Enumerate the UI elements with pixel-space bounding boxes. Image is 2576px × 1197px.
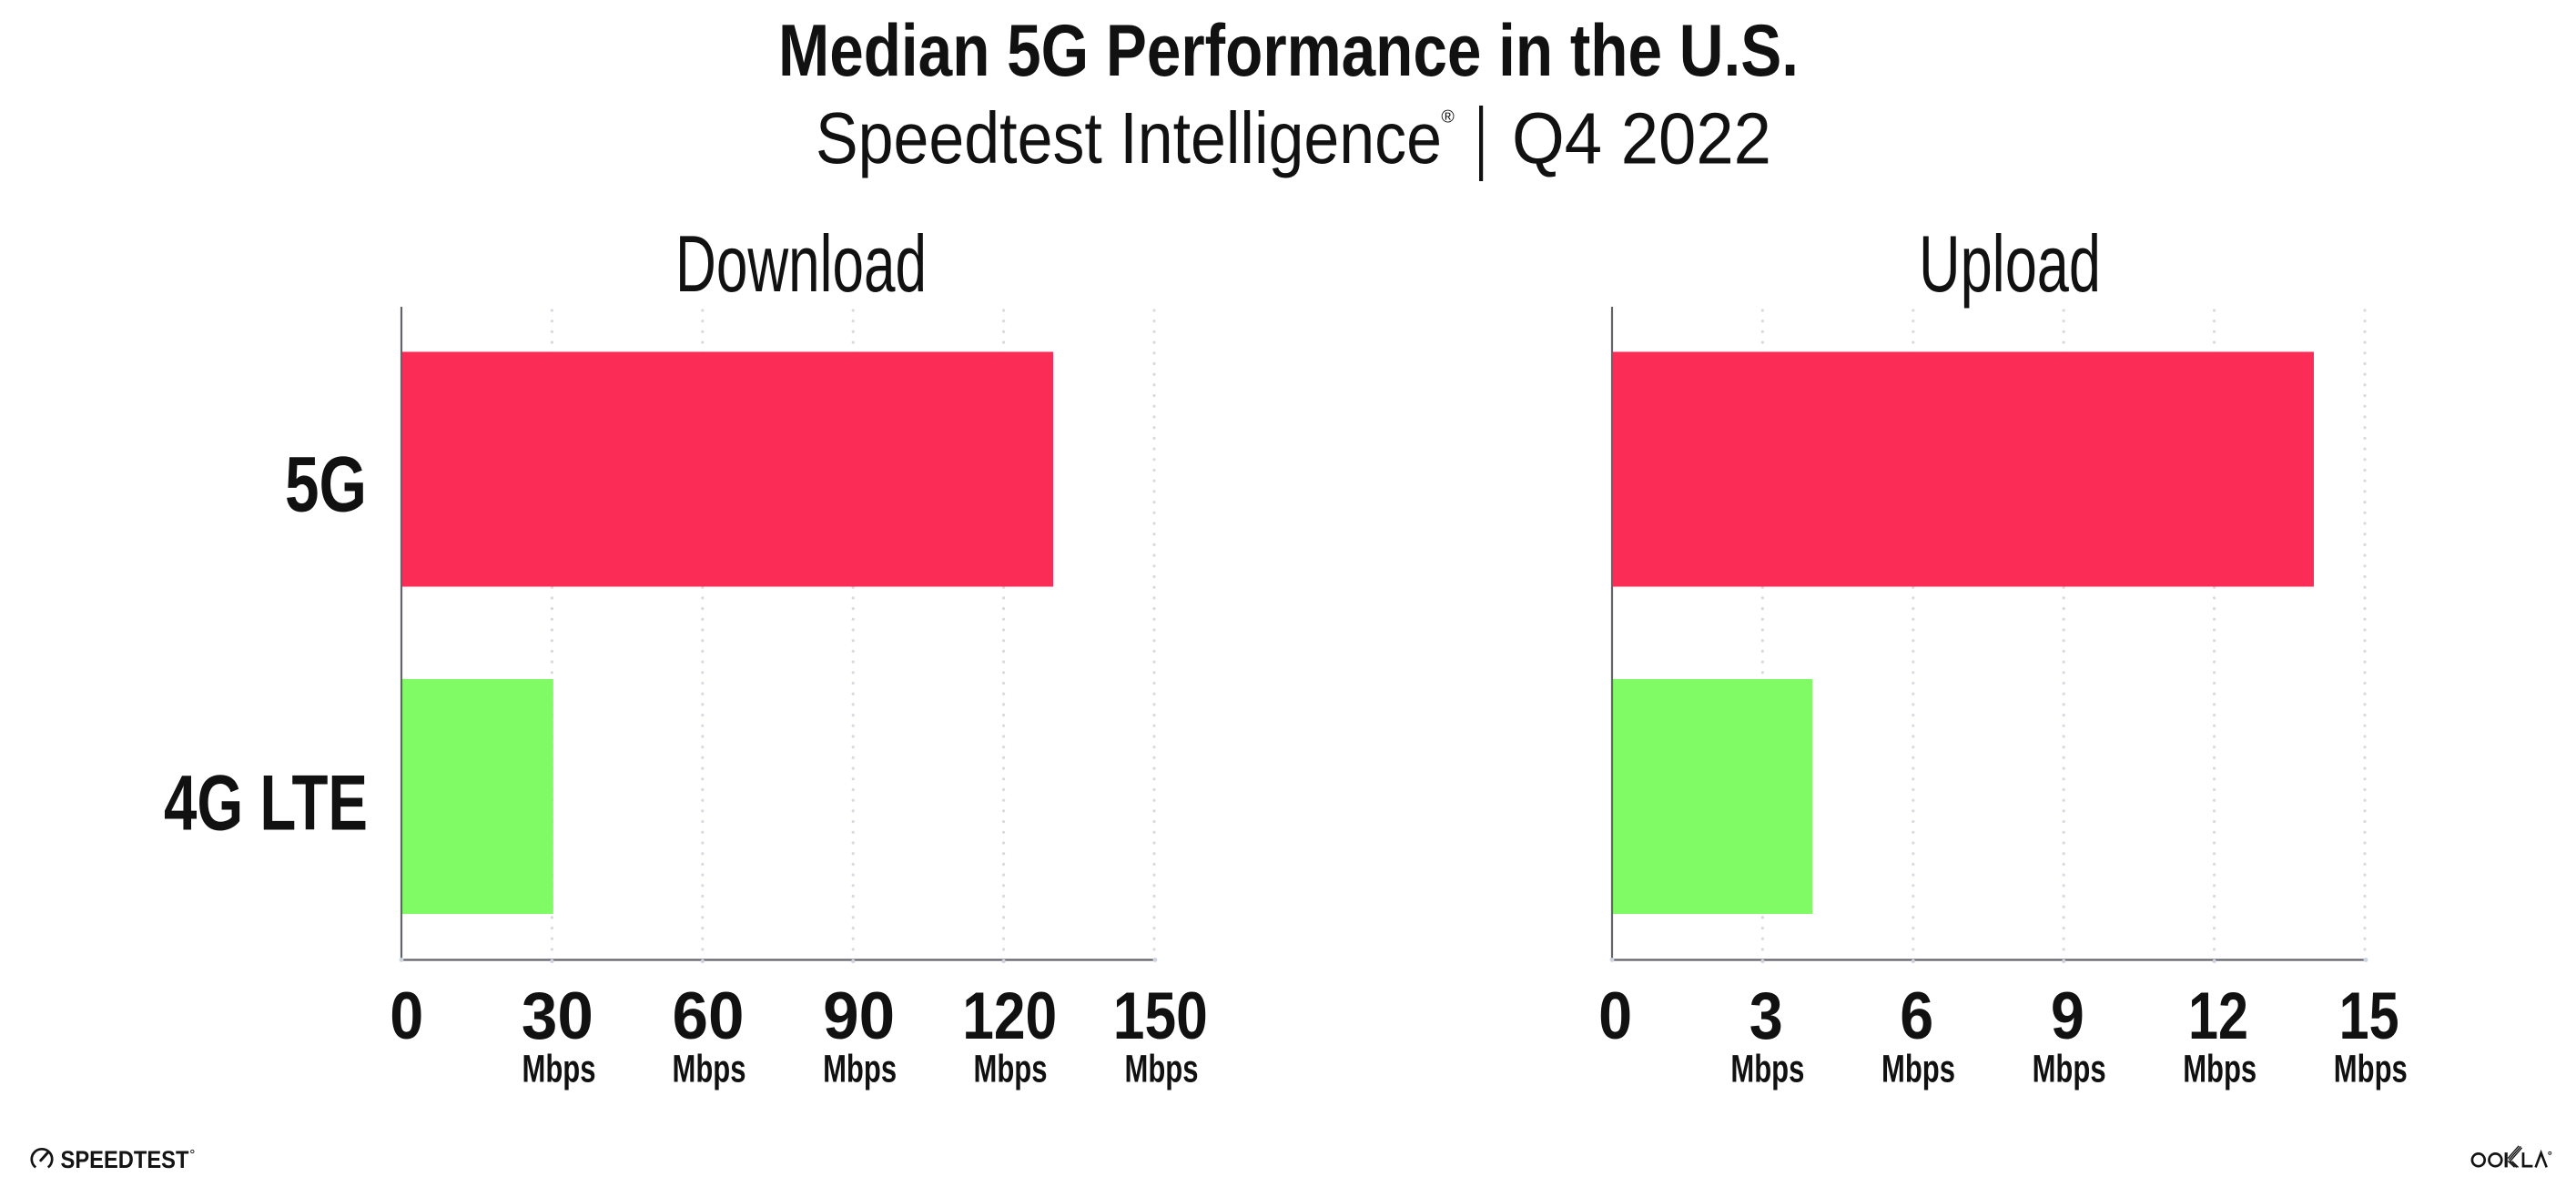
svg-text:Mbps: Mbps bbox=[823, 1048, 897, 1091]
svg-text:Mbps: Mbps bbox=[2334, 1048, 2408, 1091]
svg-text:SPEEDTEST: SPEEDTEST bbox=[61, 1146, 189, 1173]
svg-text:Speedtest Intelligence: Speedtest Intelligence bbox=[816, 97, 1442, 178]
svg-text:12: 12 bbox=[2188, 978, 2248, 1053]
svg-text:Download: Download bbox=[675, 218, 927, 309]
svg-text:15: 15 bbox=[2339, 978, 2399, 1053]
svg-text:0: 0 bbox=[1598, 978, 1632, 1053]
svg-text:30: 30 bbox=[522, 978, 593, 1053]
svg-text:90: 90 bbox=[823, 978, 895, 1053]
svg-text:Upload: Upload bbox=[1919, 218, 2101, 309]
svg-text:Mbps: Mbps bbox=[974, 1048, 1048, 1091]
svg-text:150: 150 bbox=[1113, 978, 1208, 1053]
svg-text:0: 0 bbox=[390, 978, 423, 1053]
svg-text:4G LTE: 4G LTE bbox=[164, 760, 368, 847]
svg-text:120: 120 bbox=[962, 978, 1057, 1053]
svg-text:5G: 5G bbox=[285, 441, 367, 529]
svg-text:Mbps: Mbps bbox=[2183, 1048, 2257, 1091]
svg-text:6: 6 bbox=[1900, 978, 1933, 1053]
svg-text:Q4 2022: Q4 2022 bbox=[1512, 98, 1771, 179]
svg-text:Median 5G Performance in the U: Median 5G Performance in the U.S. bbox=[778, 10, 1799, 92]
svg-text:Mbps: Mbps bbox=[1125, 1048, 1199, 1091]
svg-text:9: 9 bbox=[2051, 978, 2084, 1053]
svg-text:Mbps: Mbps bbox=[673, 1048, 746, 1091]
svg-text:Mbps: Mbps bbox=[522, 1048, 596, 1091]
svg-text:®: ® bbox=[1441, 107, 1455, 127]
svg-text:Mbps: Mbps bbox=[1881, 1048, 1955, 1091]
svg-text:60: 60 bbox=[673, 978, 745, 1053]
svg-text:Mbps: Mbps bbox=[1730, 1048, 1804, 1091]
svg-text:3: 3 bbox=[1749, 978, 1783, 1053]
svg-text:Mbps: Mbps bbox=[2033, 1048, 2106, 1091]
